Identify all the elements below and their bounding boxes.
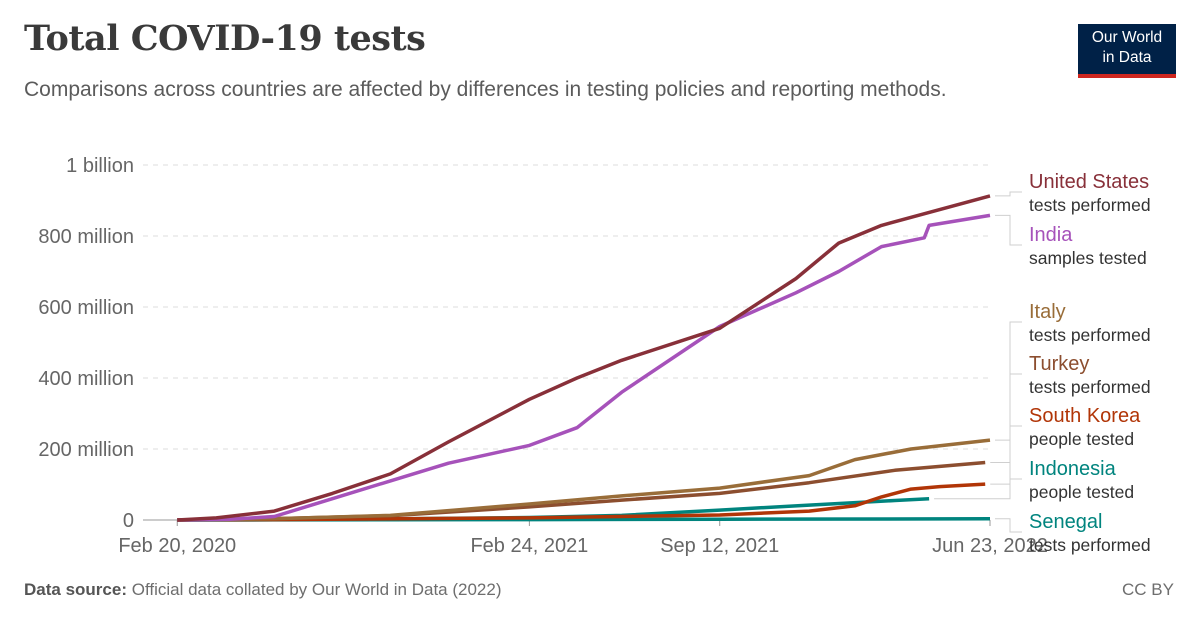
- x-tick-label: Jun 23, 2022: [932, 535, 1048, 557]
- logo-line-2: in Data: [1102, 49, 1152, 66]
- series-line-italy[interactable]: [177, 438, 991, 522]
- legend-label-india[interactable]: India: [1029, 224, 1073, 246]
- source-text: Official data collated by Our World in D…: [131, 580, 502, 599]
- label-connector: [995, 321, 1022, 441]
- y-tick-label: 800 million: [38, 226, 134, 248]
- series-line-south-korea[interactable]: [177, 482, 986, 522]
- legend-note-indonesia: people tested: [1029, 482, 1134, 502]
- source-label: Data source:: [24, 580, 127, 599]
- y-axis: 0 200 million 400 million 600 million 800 mi…: [38, 155, 990, 532]
- label-connector: [995, 191, 1022, 197]
- license-link[interactable]: CC BY: [1122, 580, 1174, 599]
- legend-label-united-states[interactable]: United States: [1029, 171, 1149, 193]
- gridlines: [143, 164, 990, 450]
- series-lines: [177, 194, 991, 522]
- y-tick-label: 400 million: [38, 368, 134, 390]
- label-connector: [990, 373, 1022, 463]
- legend-label-senegal[interactable]: Senegal: [1029, 511, 1102, 533]
- chart-subtitle: Comparisons across countries are affecte…: [24, 78, 947, 101]
- legend-note-india: samples tested: [1029, 248, 1147, 268]
- series-line-united-states[interactable]: [177, 194, 991, 522]
- legend-note-turkey: tests performed: [1029, 377, 1151, 397]
- legend-note-south-korea: people tested: [1029, 429, 1134, 449]
- chart-title: Total COVID-19 tests: [24, 18, 426, 59]
- label-connector: [995, 214, 1022, 246]
- y-tick-label: 200 million: [38, 439, 134, 461]
- source-note: Data source: Official data collated by O…: [24, 580, 502, 600]
- legend-note-italy: tests performed: [1029, 325, 1151, 345]
- owid-logo[interactable]: Our World in Data: [1078, 24, 1176, 78]
- legend-label-italy[interactable]: Italy: [1029, 301, 1066, 323]
- legend-label-south-korea[interactable]: South Korea: [1029, 405, 1141, 427]
- legend-note-united-states: tests performed: [1029, 195, 1151, 215]
- series-line-india[interactable]: [177, 213, 991, 522]
- label-connector: [934, 478, 1022, 500]
- y-tick-label: 1 billion: [66, 155, 134, 177]
- logo-line-1: Our World: [1091, 29, 1163, 46]
- legend-label-turkey[interactable]: Turkey: [1029, 353, 1089, 375]
- legend-note-senegal: tests performed: [1029, 535, 1151, 555]
- x-tick-label: Sep 12, 2021: [660, 535, 779, 557]
- label-connector: [995, 518, 1022, 533]
- y-tick-label: 600 million: [38, 297, 134, 319]
- x-tick-label: Feb 20, 2020: [118, 535, 236, 557]
- label-connector: [990, 425, 1022, 485]
- x-tick-label: Feb 24, 2021: [470, 535, 588, 557]
- series-line-turkey[interactable]: [177, 460, 986, 522]
- y-tick-label: 0: [123, 510, 134, 532]
- x-axis: Feb 20, 2020 Feb 24, 2021 Sep 12, 2021 Jun …: [118, 520, 1048, 557]
- legend-label-indonesia[interactable]: Indonesia: [1029, 458, 1117, 480]
